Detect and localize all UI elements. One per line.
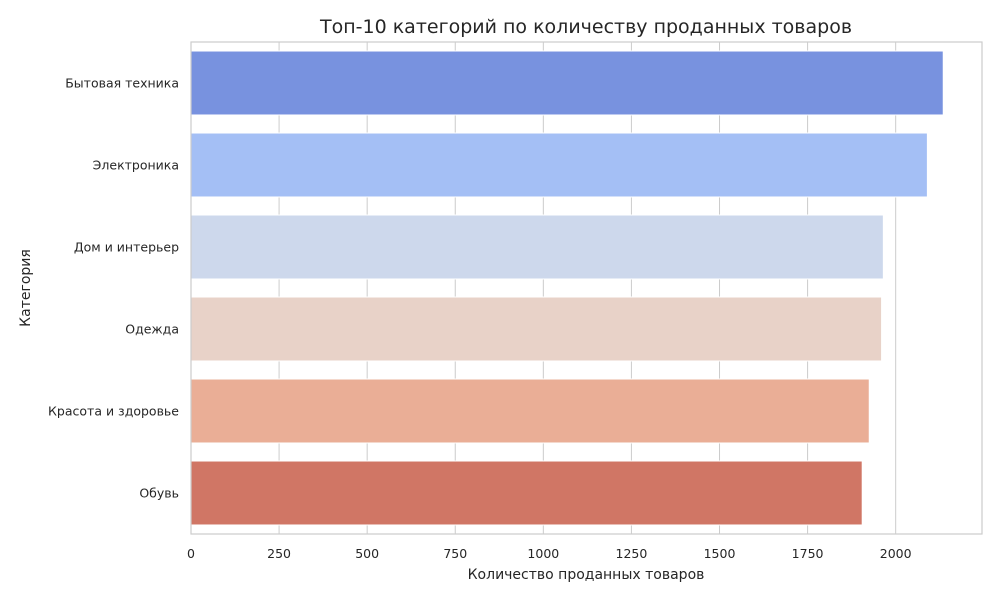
x-tick-label: 1500: [704, 546, 736, 561]
y-tick-label: Красота и здоровье: [48, 404, 179, 419]
y-tick-label: Дом и интерьер: [74, 240, 179, 255]
y-tick-label: Одежда: [125, 322, 179, 337]
grid-layer: [190, 42, 897, 534]
bar: [190, 378, 870, 444]
bar: [190, 132, 928, 198]
x-tick-label: 0: [187, 546, 195, 561]
x-tick-label: 250: [267, 546, 291, 561]
bar: [190, 50, 944, 116]
x-tick-label: 1750: [792, 546, 824, 561]
y-tick-label: Бытовая техника: [65, 76, 179, 91]
bar-layer: [190, 50, 944, 526]
y-axis-label: Категория: [18, 249, 34, 327]
bar: [190, 214, 884, 280]
x-tick-labels: 0 250 500 750 1000 1250 1500 1750 2000: [187, 546, 912, 561]
bar: [190, 296, 883, 362]
x-tick-label: 500: [355, 546, 379, 561]
x-tick-label: 2000: [880, 546, 912, 561]
bar: [190, 460, 863, 526]
plot-area-border: [190, 41, 983, 535]
chart-title: Топ-10 категорий по количеству проданных…: [319, 16, 852, 38]
x-tick-label: 1250: [616, 546, 648, 561]
y-tick-label: Обувь: [139, 486, 179, 501]
y-tick-label: Электроника: [93, 158, 179, 173]
y-tick-labels: Бытовая техника Электроника Дом и интерьер…: [48, 76, 179, 501]
x-axis-label: Количество проданных товаров: [468, 567, 705, 583]
x-tick-label: 750: [443, 546, 467, 561]
x-tick-label: 1000: [527, 546, 559, 561]
